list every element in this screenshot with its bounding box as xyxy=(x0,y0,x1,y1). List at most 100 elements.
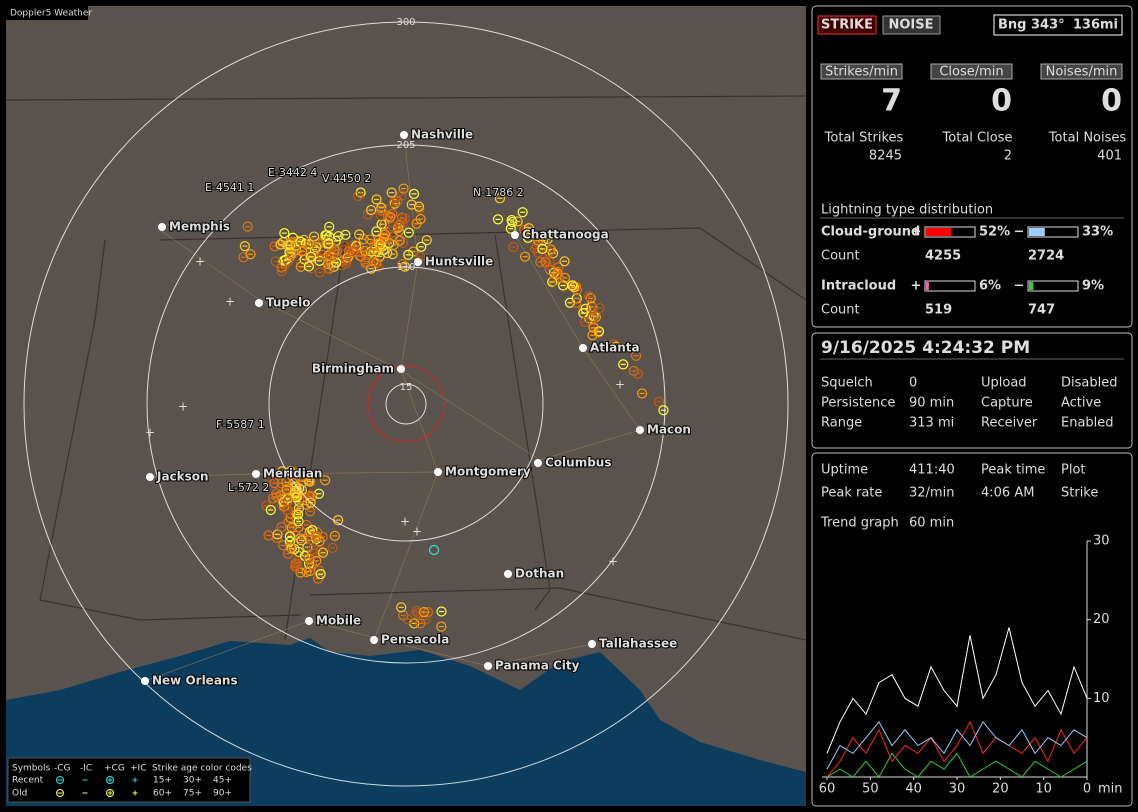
setting-value: 313 mi xyxy=(909,416,954,431)
strike-symbol xyxy=(286,249,297,261)
x-tick-label: 20 xyxy=(992,782,1009,797)
strike-symbol xyxy=(397,258,408,270)
trend-line xyxy=(826,720,1088,778)
legend-age: 60+ xyxy=(153,789,172,799)
state-borders xyxy=(5,95,807,641)
strike-symbol xyxy=(306,251,317,262)
city-label: Tallahassee xyxy=(599,637,677,651)
distribution-sign: + xyxy=(911,279,922,294)
border xyxy=(309,587,807,641)
strike-symbol xyxy=(519,251,531,262)
strike-symbol xyxy=(295,567,306,578)
city-dot xyxy=(400,131,408,139)
strike-symbol xyxy=(317,547,329,558)
strike-symbol xyxy=(314,536,325,547)
distribution-percent: 9% xyxy=(1082,279,1104,294)
distribution-sign: − xyxy=(1014,279,1025,294)
strike-symbol xyxy=(298,476,309,487)
strike-symbol xyxy=(314,267,326,278)
strike-symbol xyxy=(323,238,334,249)
count-value: 2724 xyxy=(1028,249,1064,264)
city-label: Tupelo xyxy=(266,296,311,310)
strike-symbol xyxy=(608,339,619,350)
range-ring xyxy=(146,144,666,664)
noise-button-label[interactable]: NOISE xyxy=(888,18,933,33)
strike-symbol xyxy=(369,256,381,267)
strike-symbol xyxy=(399,213,411,224)
close-ring xyxy=(367,365,445,443)
city-dot xyxy=(434,468,442,476)
rate-label: Strikes/min xyxy=(825,65,898,80)
range-ring xyxy=(268,266,544,542)
strike-symbol xyxy=(279,228,290,239)
strike-symbol xyxy=(305,237,316,248)
strike-symbol-plus: + xyxy=(195,255,205,269)
strike-symbol xyxy=(637,388,648,399)
strike-symbol xyxy=(583,291,595,302)
y-tick-label: 20 xyxy=(1093,612,1110,627)
strike-symbol-recent xyxy=(428,544,440,556)
legend-age: 75+ xyxy=(183,789,202,799)
strike-symbol xyxy=(371,226,382,237)
strike-symbol xyxy=(297,246,308,257)
border xyxy=(5,95,807,101)
strike-symbol xyxy=(376,205,387,216)
count-value: 4255 xyxy=(925,249,961,264)
settings-panel xyxy=(811,332,1133,449)
city-label: Atlanta xyxy=(590,341,640,355)
city-label: Jackson xyxy=(156,470,209,484)
rate-value: 7 xyxy=(881,84,902,119)
strike-symbol xyxy=(326,250,338,261)
strike-symbol xyxy=(301,566,312,577)
strike-symbol xyxy=(281,477,292,488)
strike-symbol xyxy=(436,606,447,617)
trend-line xyxy=(826,627,1088,754)
distribution-bar-track xyxy=(924,280,976,292)
strike-symbol xyxy=(579,316,591,328)
strike-symbol xyxy=(389,198,400,209)
strike-symbol xyxy=(303,261,314,272)
city-label: Nashville xyxy=(411,128,473,142)
border xyxy=(284,239,346,641)
rate-label-box xyxy=(1040,63,1123,80)
strike-symbol-plus: + xyxy=(412,525,422,539)
strike-symbol xyxy=(343,245,354,257)
strike-symbol xyxy=(371,194,382,205)
strike-symbol xyxy=(418,607,430,618)
strike-symbol xyxy=(242,221,253,232)
strike-symbol xyxy=(293,516,304,527)
noise-button[interactable] xyxy=(882,15,941,35)
strike-symbol xyxy=(305,497,316,508)
city-dot xyxy=(511,231,519,239)
legend-age: 45+ xyxy=(213,776,232,786)
strike-symbol-plus: + xyxy=(178,400,188,414)
strike-symbol xyxy=(386,187,397,198)
strike-symbol xyxy=(508,241,519,253)
strike-button[interactable] xyxy=(817,15,877,35)
strike-symbol xyxy=(436,621,447,632)
strike-symbol xyxy=(388,239,399,251)
range-ring xyxy=(385,383,427,425)
city-label: Columbus xyxy=(545,456,612,470)
strike-symbol xyxy=(281,505,293,516)
strike-symbol xyxy=(553,262,564,273)
strike-symbol xyxy=(324,221,335,232)
legend-box xyxy=(7,757,251,803)
x-tick-label: 30 xyxy=(949,782,966,797)
strike-symbol xyxy=(289,561,301,572)
distribution-bar xyxy=(1029,228,1045,236)
strike-symbol xyxy=(290,487,301,498)
strike-symbol xyxy=(282,240,293,251)
x-tick-label: 10 xyxy=(1035,782,1052,797)
stat-value: 32/min xyxy=(909,486,954,501)
city-label: Dothan xyxy=(515,567,564,581)
range-label: 110 xyxy=(396,262,415,273)
strike-symbol xyxy=(413,201,425,212)
border xyxy=(39,239,301,621)
strike-symbol xyxy=(271,491,282,502)
strike-button-label[interactable]: STRIKE xyxy=(821,18,873,33)
strike-symbol xyxy=(394,219,405,230)
city-dot xyxy=(146,473,154,481)
